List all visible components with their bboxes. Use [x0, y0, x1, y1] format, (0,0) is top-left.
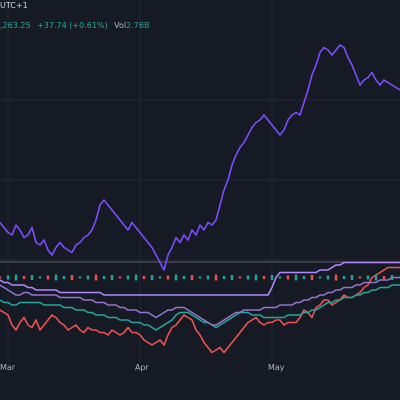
- candle: [150, 275, 154, 280]
- candle: [270, 275, 274, 280]
- candle: [54, 274, 58, 281]
- timezone-label[interactable]: UTC+1: [0, 1, 28, 10]
- candle: [14, 274, 18, 281]
- candle: [262, 276, 266, 279]
- candle: [382, 276, 386, 279]
- candle: [110, 275, 114, 280]
- candle: [0, 276, 2, 279]
- candle: [38, 276, 42, 279]
- candle: [238, 276, 242, 279]
- candle: [86, 275, 90, 280]
- candle: [62, 276, 66, 279]
- series-line-4[interactable]: [0, 276, 400, 326]
- candle: [126, 275, 130, 280]
- candle: [310, 275, 314, 280]
- candle: [230, 275, 234, 280]
- candle: [166, 275, 170, 280]
- candle: [246, 275, 250, 280]
- candle: [182, 276, 186, 279]
- candle: [190, 275, 194, 280]
- series-line-1[interactable]: [0, 261, 400, 296]
- volume-label: Vol: [114, 21, 127, 30]
- candle: [6, 275, 10, 280]
- candle: [390, 275, 394, 280]
- candle: [286, 275, 290, 280]
- candle: [94, 274, 98, 281]
- candle: [342, 276, 346, 279]
- candle: [294, 274, 298, 281]
- series-line-0[interactable]: [0, 44, 400, 271]
- timezone-text: UTC+1: [0, 1, 28, 10]
- candle: [118, 276, 122, 279]
- candle: [142, 276, 146, 279]
- x-axis-tick-label: Apr: [135, 363, 150, 372]
- candle: [70, 275, 74, 280]
- candle: [214, 274, 218, 281]
- candle: [318, 276, 322, 279]
- candle: [30, 275, 34, 280]
- candle: [302, 276, 306, 279]
- legend-bar: ,263.25 +37.74 (+0.61%) Vol2.76B: [0, 18, 400, 34]
- candle: [350, 275, 354, 280]
- candle: [398, 276, 400, 279]
- candle: [174, 274, 178, 281]
- candle: [358, 276, 362, 279]
- candle: [374, 274, 378, 281]
- candle: [206, 275, 210, 280]
- series-line-3[interactable]: [0, 284, 400, 331]
- candle: [366, 275, 370, 280]
- candle: [278, 276, 282, 279]
- candle: [222, 276, 226, 279]
- price-value: ,263.25: [0, 21, 31, 30]
- candle: [22, 276, 26, 279]
- x-axis-tick-label: May: [268, 363, 285, 372]
- series-line-2[interactable]: [0, 266, 400, 354]
- volume-value: 2.76B: [126, 21, 150, 30]
- price-change: +37.74 (+0.61%): [37, 21, 108, 30]
- candle: [46, 275, 50, 280]
- candle: [102, 276, 106, 279]
- x-axis-tick-label: Mar: [0, 363, 16, 372]
- candle: [134, 274, 138, 281]
- candle: [78, 276, 82, 279]
- candle: [334, 274, 338, 281]
- candle: [326, 275, 330, 280]
- candle: [254, 274, 258, 281]
- candle: [198, 276, 202, 279]
- candle: [158, 276, 162, 279]
